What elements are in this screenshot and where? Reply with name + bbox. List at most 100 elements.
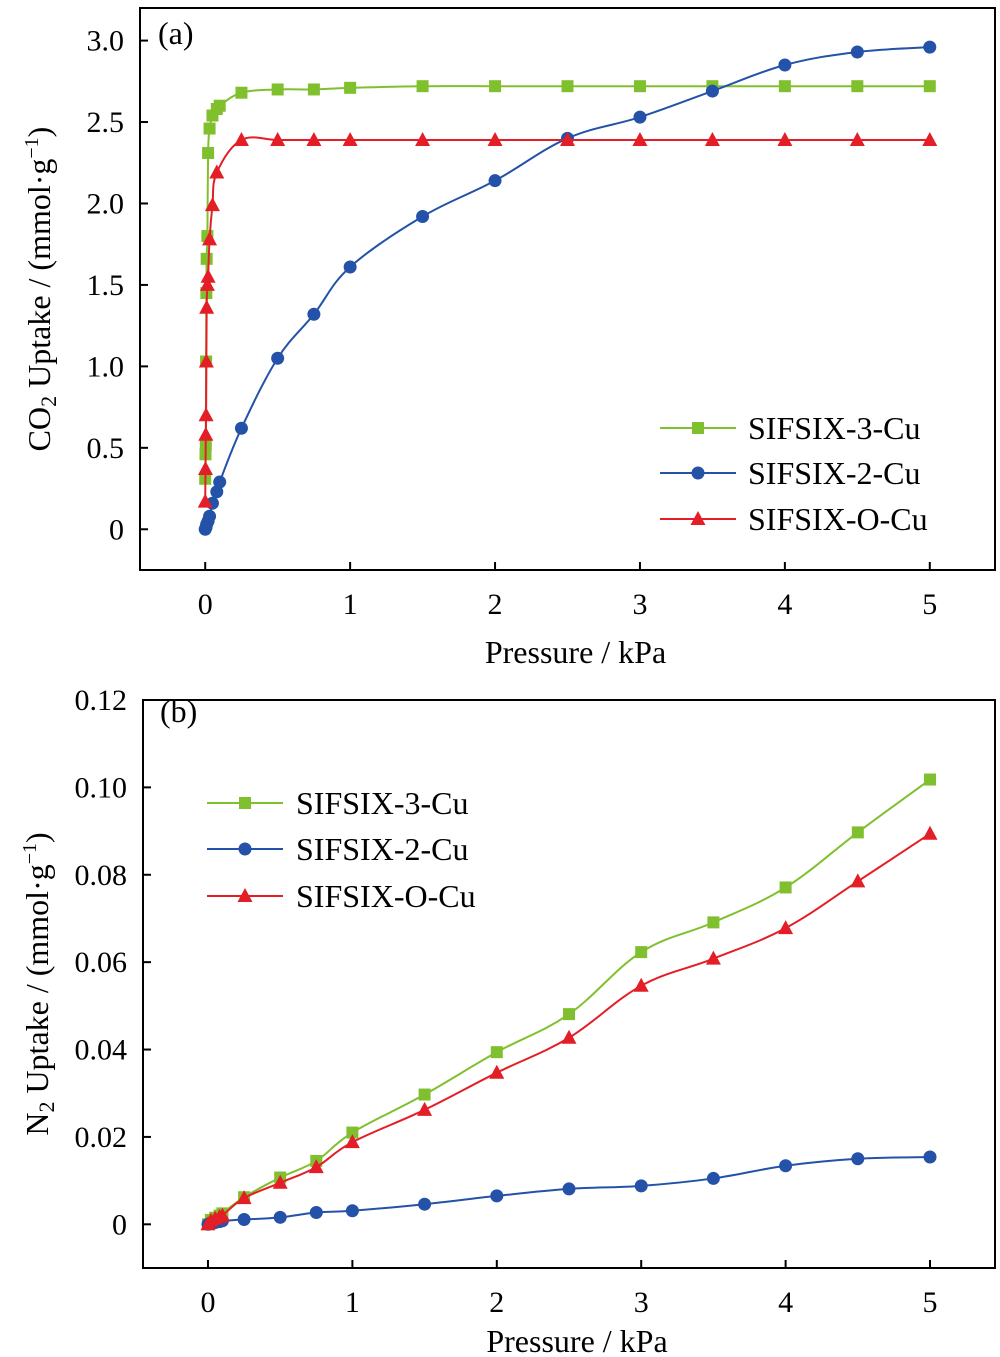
y-tick-label: 1.0: [87, 350, 125, 383]
y-axis-title-part: Uptake / (mmol·g: [19, 864, 55, 1101]
data-point: [307, 307, 321, 321]
data-point: [308, 1159, 324, 1174]
data-point: [416, 210, 430, 224]
legend-entry: SIFSIX-3-Cu: [660, 410, 920, 446]
x-axis-title: Pressure / kPa: [485, 634, 666, 670]
data-point: [923, 80, 936, 93]
data-point: [561, 1029, 577, 1044]
data-point: [273, 1210, 287, 1224]
series-blue: [198, 40, 937, 536]
data-point: [200, 268, 216, 283]
y-axis-title: N2 Uptake / (mmol·g−1): [19, 832, 59, 1135]
data-point: [562, 1182, 576, 1196]
data-point: [270, 131, 286, 146]
data-point: [197, 493, 213, 508]
data-point: [851, 1152, 865, 1166]
legend-label: SIFSIX-3-Cu: [748, 410, 920, 446]
data-point: [922, 825, 938, 840]
data-point: [705, 84, 719, 98]
data-point: [633, 977, 649, 992]
data-point: [779, 881, 792, 894]
data-point: [235, 86, 248, 99]
legend-entry: SIFSIX-2-Cu: [660, 455, 920, 491]
data-point: [204, 197, 220, 212]
legend-label: SIFSIX-2-Cu: [296, 831, 468, 867]
data-point: [213, 475, 227, 489]
legend-entry: SIFSIX-3-Cu: [207, 785, 468, 821]
data-point: [777, 131, 793, 146]
data-point: [850, 873, 866, 888]
data-point: [850, 45, 864, 59]
data-point: [416, 80, 429, 93]
data-point: [203, 509, 217, 523]
x-tick-label: 0: [198, 588, 213, 621]
y-tick-label: 2.0: [87, 187, 125, 220]
legend-marker: [237, 888, 253, 902]
y-tick-label: 2.5: [87, 106, 125, 139]
y-tick-label: 0.5: [87, 432, 125, 465]
data-point: [203, 122, 216, 135]
legend-label: SIFSIX-O-Cu: [748, 501, 928, 537]
data-point: [234, 421, 248, 435]
data-point: [199, 299, 215, 314]
data-point: [237, 1213, 251, 1227]
legend-label: SIFSIX-2-Cu: [748, 455, 920, 491]
y-axis-title-superscript: −1: [21, 137, 43, 158]
legend-marker: [238, 842, 252, 856]
legend-entry: SIFSIX-O-Cu: [207, 878, 476, 914]
data-point: [778, 920, 794, 935]
data-point: [778, 58, 792, 72]
data-point: [488, 174, 502, 188]
legend-marker: [690, 511, 706, 525]
y-axis-title-superscript: −1: [19, 843, 41, 864]
data-point: [271, 83, 284, 96]
data-point: [490, 1189, 504, 1203]
plot-frame: [139, 7, 996, 571]
data-point: [563, 1008, 575, 1021]
data-point: [779, 1159, 793, 1173]
data-point: [704, 131, 720, 146]
data-point: [490, 1046, 503, 1059]
legend-label: SIFSIX-3-Cu: [296, 785, 468, 821]
data-point: [851, 826, 864, 839]
y-tick-label: 0.12: [75, 684, 128, 717]
legend-marker: [691, 466, 705, 480]
data-point: [560, 131, 575, 146]
y-tick-label: 0.08: [75, 859, 128, 892]
data-point: [198, 407, 214, 422]
y-axis-title-part: CO: [21, 407, 57, 451]
x-tick-label: 3: [632, 588, 647, 621]
y-axis-title-subscript: 2: [36, 396, 61, 407]
data-point: [705, 950, 721, 965]
data-point: [198, 353, 214, 368]
data-point: [706, 1171, 720, 1185]
y-tick-label: 3.0: [87, 25, 125, 58]
data-point: [418, 1088, 431, 1101]
data-point: [849, 131, 865, 146]
data-point: [635, 946, 648, 959]
y-tick-label: 0.10: [75, 771, 128, 804]
data-point: [306, 131, 322, 146]
data-point: [199, 276, 215, 291]
data-point: [209, 164, 225, 179]
data-point: [309, 1206, 323, 1220]
data-point: [198, 426, 214, 441]
data-point: [346, 1126, 359, 1139]
data-point: [923, 1150, 937, 1164]
x-tick-label: 2: [488, 588, 503, 621]
legend-marker: [239, 797, 251, 809]
data-point: [345, 1204, 359, 1218]
x-tick-label: 2: [489, 1286, 504, 1319]
data-point: [922, 131, 938, 146]
data-point: [489, 80, 502, 93]
series-line: [204, 136, 930, 502]
plot-frame: [142, 699, 996, 1269]
data-point: [632, 131, 648, 146]
data-point: [561, 80, 574, 93]
x-tick-label: 1: [345, 1286, 360, 1319]
legend-entry: SIFSIX-2-Cu: [207, 831, 468, 867]
data-point: [236, 1190, 252, 1205]
data-point: [487, 131, 503, 146]
y-axis-title-part: ): [21, 127, 57, 138]
